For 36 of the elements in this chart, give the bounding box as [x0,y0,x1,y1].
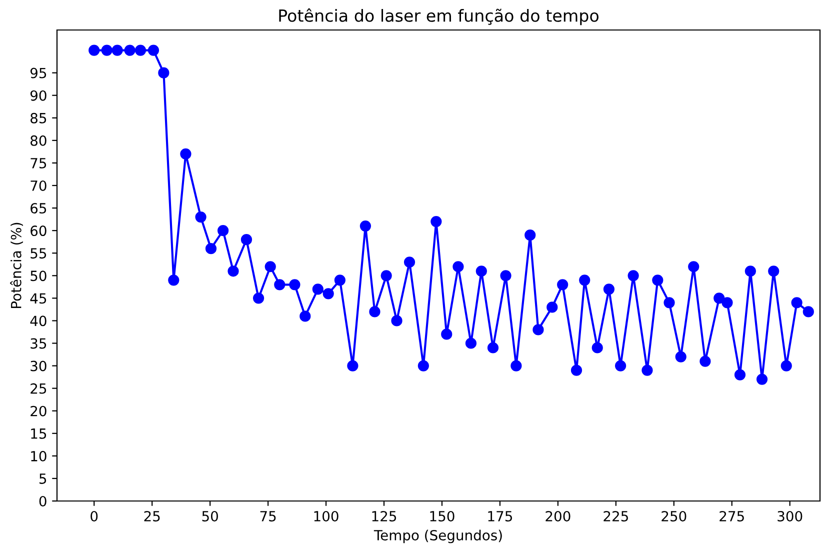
x-tick-label: 125 [372,510,396,522]
x-tick-label: 275 [720,510,744,522]
x-axis-title: Tempo (Segundos) [374,530,502,544]
x-tick-label: 300 [778,510,802,522]
y-tick-label: 80 [30,135,46,146]
x-tick-label: 225 [604,510,628,522]
x-tick-label: 100 [314,510,338,522]
y-tick-label: 45 [30,293,46,304]
x-tick-label: 0 [90,510,98,522]
y-tick-label: 90 [30,90,46,101]
x-tick-label: 250 [662,510,686,522]
y-tick-label: 70 [30,180,46,191]
y-tick-label: 65 [30,203,46,214]
x-tick-label: 200 [546,510,570,522]
y-tick-label: 30 [30,360,46,372]
y-tick-label: 35 [30,338,46,349]
y-tick-label: 0 [39,496,46,506]
y-tick-label: 40 [30,316,46,326]
y-tick-label: 85 [30,112,46,124]
y-tick-label: 55 [30,248,46,259]
x-tick-label: 150 [430,510,454,522]
x-tick-label: 175 [488,511,512,522]
x-tick-label: 75 [260,511,276,522]
y-tick-label: 95 [30,68,46,78]
y-tick-label: 5 [40,474,46,484]
y-tick-label: 50 [30,270,46,282]
y-tick-label: 25 [30,383,46,394]
chart-title: Potência do laser em função do tempo [279,8,599,26]
y-tick-label: 75 [30,158,46,168]
x-tick-label: 25 [144,510,160,522]
y-tick-label: 15 [31,428,46,439]
y-tick-label: 60 [30,226,46,236]
x-tick-label: 50 [202,510,218,522]
y-axis-title: Potência (%) [10,222,23,308]
y-tick-label: 20 [30,406,46,416]
y-tick-label: 10 [31,450,46,462]
